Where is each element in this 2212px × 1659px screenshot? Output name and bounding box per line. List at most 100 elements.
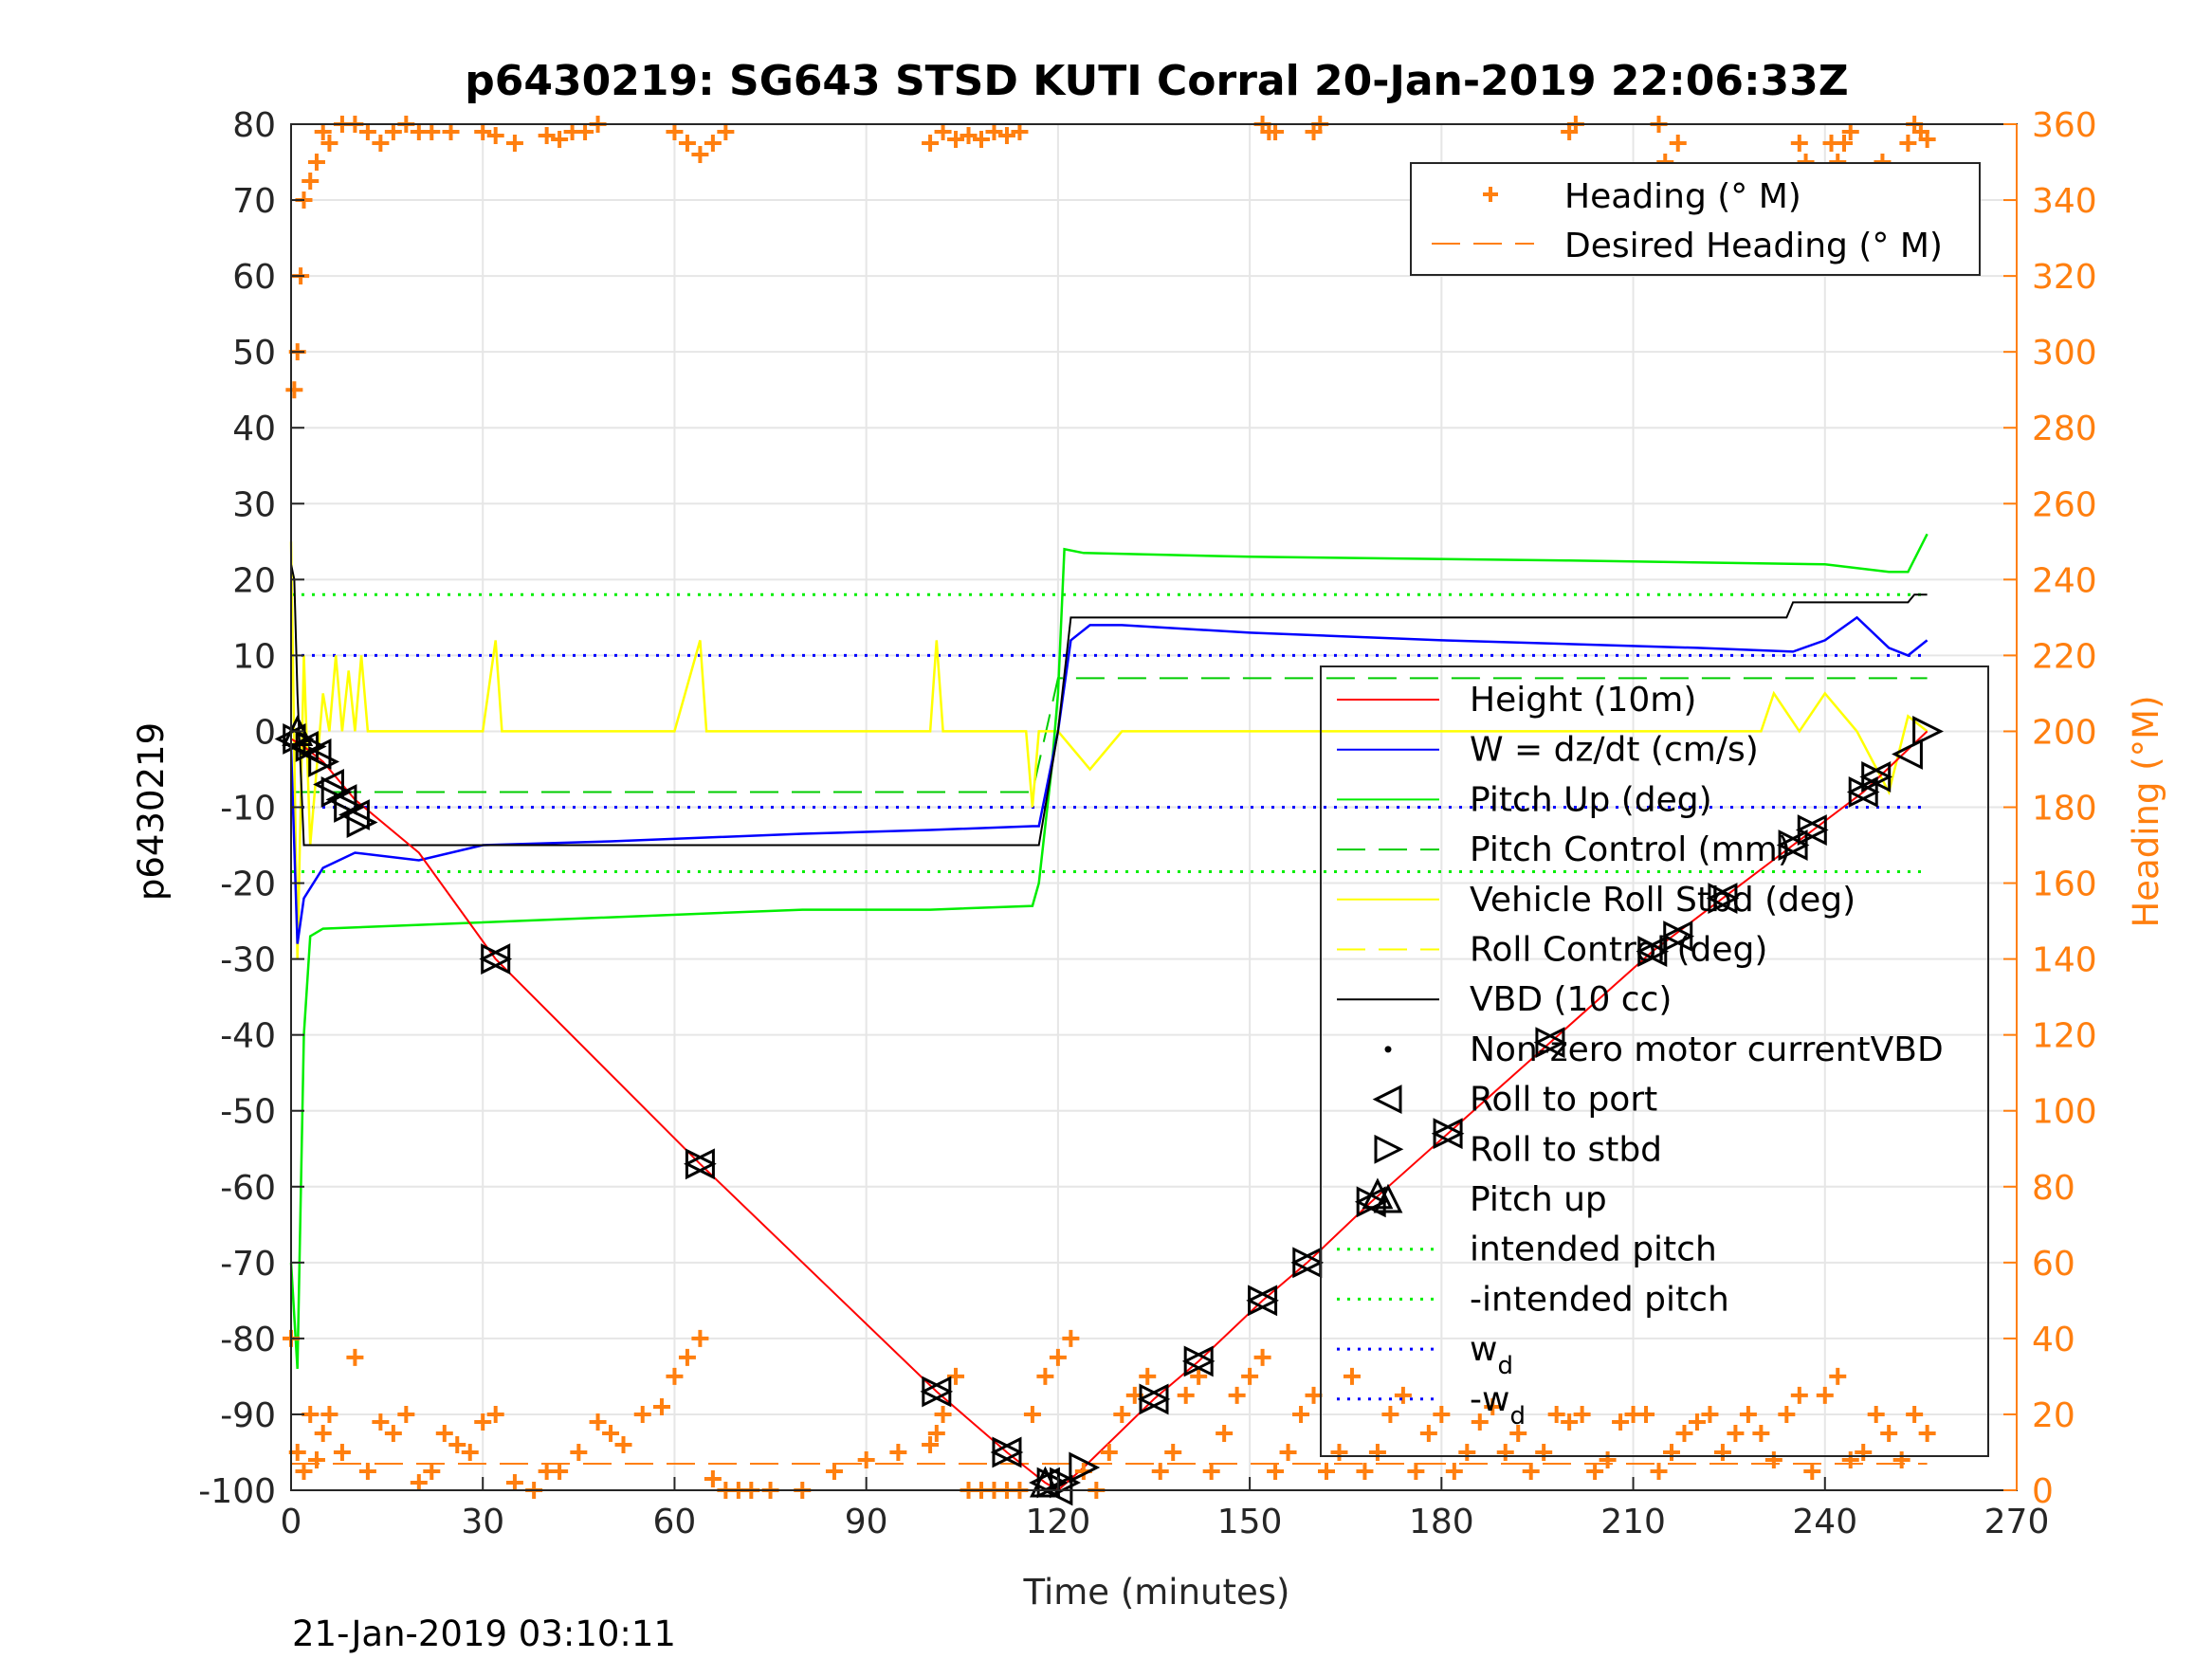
y-right-tick-label: 160 <box>2032 866 2097 904</box>
heading-point <box>372 135 390 153</box>
heading-point <box>678 1348 696 1366</box>
legend-label: intended pitch <box>1470 1231 1717 1269</box>
heading-point <box>1228 1386 1246 1404</box>
heading-point <box>474 1413 492 1431</box>
heading-point <box>1790 1386 1808 1404</box>
roll-to-stbd-marker <box>1183 1345 1216 1377</box>
y-axis-left-label: p6430219 <box>131 722 172 901</box>
y-left-tick-label: -80 <box>220 1321 276 1359</box>
heading-point <box>285 381 303 399</box>
heading-point <box>346 1348 364 1366</box>
heading-point <box>333 1443 351 1461</box>
roll-to-stbd-marker <box>1433 1118 1465 1150</box>
heading-point <box>372 1413 390 1431</box>
heading-point <box>1561 1413 1579 1431</box>
heading-point <box>1739 1405 1757 1423</box>
legend-triangle-swatch <box>1374 1134 1404 1164</box>
heading-point <box>1113 1405 1131 1423</box>
heading-point <box>448 1435 466 1453</box>
heading-point <box>1599 1450 1617 1468</box>
heading-point <box>423 1462 441 1480</box>
y-left-tick-label: -30 <box>220 941 276 980</box>
y-left-tick-label: 20 <box>232 561 276 600</box>
roll-to-stbd-marker <box>1292 1247 1325 1279</box>
main-legend-box <box>1320 665 1989 1457</box>
heading-point <box>1202 1462 1220 1480</box>
heading-point <box>1701 1405 1719 1423</box>
heading-point <box>1318 1462 1335 1480</box>
heading-point <box>307 154 325 172</box>
heading-point <box>1713 1443 1731 1461</box>
heading-point <box>960 127 978 145</box>
w-line <box>289 615 1929 944</box>
y-left-tick-label: 0 <box>254 713 276 752</box>
legend-triangle-swatch <box>1373 1183 1403 1213</box>
legend-label: Roll to stbd <box>1470 1130 1662 1169</box>
legend-label: VBD (10 cc) <box>1470 980 1672 1019</box>
x-tick-label: 30 <box>461 1503 504 1541</box>
roll-to-port-marker <box>313 769 344 800</box>
y-right-tick-label: 80 <box>2032 1169 2075 1208</box>
y-left-tick-label: 60 <box>232 258 276 297</box>
y-right-tick-label: 0 <box>2032 1472 2054 1511</box>
roll-to-stbd-marker <box>1708 883 1740 914</box>
y-right-tick-label: 300 <box>2032 334 2097 373</box>
heading-point <box>922 135 940 153</box>
heading-point <box>1356 1462 1374 1480</box>
y-right-tick-label: 360 <box>2032 106 2097 145</box>
heading-point <box>973 131 990 149</box>
heading-point <box>505 1473 523 1491</box>
footer-timestamp: 21-Jan-2019 03:10:11 <box>292 1613 676 1654</box>
heading-point <box>1241 1367 1259 1385</box>
heading-point <box>997 127 1015 145</box>
heading-legend: Heading (° M) Desired Heading (° M) <box>1410 162 1981 276</box>
pitch-up-marker <box>1029 1466 1061 1498</box>
legend-label: Pitch up <box>1470 1180 1607 1219</box>
y-left-tick-label: 40 <box>232 410 276 448</box>
y-right-tick-label: 260 <box>2032 485 2097 524</box>
x-tick-label: 270 <box>1984 1503 2050 1541</box>
heading-point <box>1752 1424 1770 1442</box>
y-right-tick-label: 220 <box>2032 637 2097 676</box>
heading-point <box>474 123 492 141</box>
heading-legend-label: Heading (° M) <box>1564 177 1801 216</box>
heading-point <box>505 135 523 153</box>
roll-to-stbd-marker <box>1663 921 1695 953</box>
reference-lines <box>291 592 1928 1465</box>
legend-label: W = dz/dt (cm/s) <box>1470 731 1759 770</box>
heading-point <box>1778 1405 1796 1423</box>
heading-point <box>927 1424 945 1442</box>
roll-to-stbd-marker <box>992 1436 1024 1468</box>
heading-point <box>435 1424 453 1442</box>
heading-point <box>1292 1405 1310 1423</box>
heading-point <box>1841 1450 1859 1468</box>
heading-point <box>314 1424 332 1442</box>
y-left-tick-label: -100 <box>198 1472 276 1511</box>
heading-point <box>1100 1443 1118 1461</box>
heading-point <box>1637 1405 1655 1423</box>
heading-point <box>922 1435 940 1453</box>
heading-point <box>442 123 460 141</box>
heading-point <box>614 1435 632 1453</box>
heading-point <box>1829 1367 1847 1385</box>
y-left-tick-label: -10 <box>220 790 276 829</box>
x-tick-label: 150 <box>1217 1503 1283 1541</box>
x-axis: 0 30 60 90 120 150 180 210 240 270 <box>281 1477 2050 1541</box>
y-axis-right-label: Heading (°M) <box>2126 695 2166 927</box>
heading-point <box>1573 1405 1591 1423</box>
heading-point <box>934 123 952 141</box>
heading-point <box>320 135 338 153</box>
heading-point <box>1867 1405 1885 1423</box>
heading-point <box>1841 123 1859 141</box>
heading-point <box>1688 1413 1706 1431</box>
heading-point <box>691 1329 709 1347</box>
heading-point <box>1836 135 1853 153</box>
roll-to-port-marker <box>325 784 357 815</box>
y-right-tick-label: 20 <box>2032 1396 2075 1435</box>
heading-point <box>652 1397 670 1415</box>
heading-point <box>1727 1424 1745 1442</box>
y-left-tick-label: -90 <box>220 1396 276 1435</box>
heading-point <box>602 1424 620 1442</box>
vbd-line <box>290 564 1928 847</box>
heading-point <box>1368 1443 1386 1461</box>
